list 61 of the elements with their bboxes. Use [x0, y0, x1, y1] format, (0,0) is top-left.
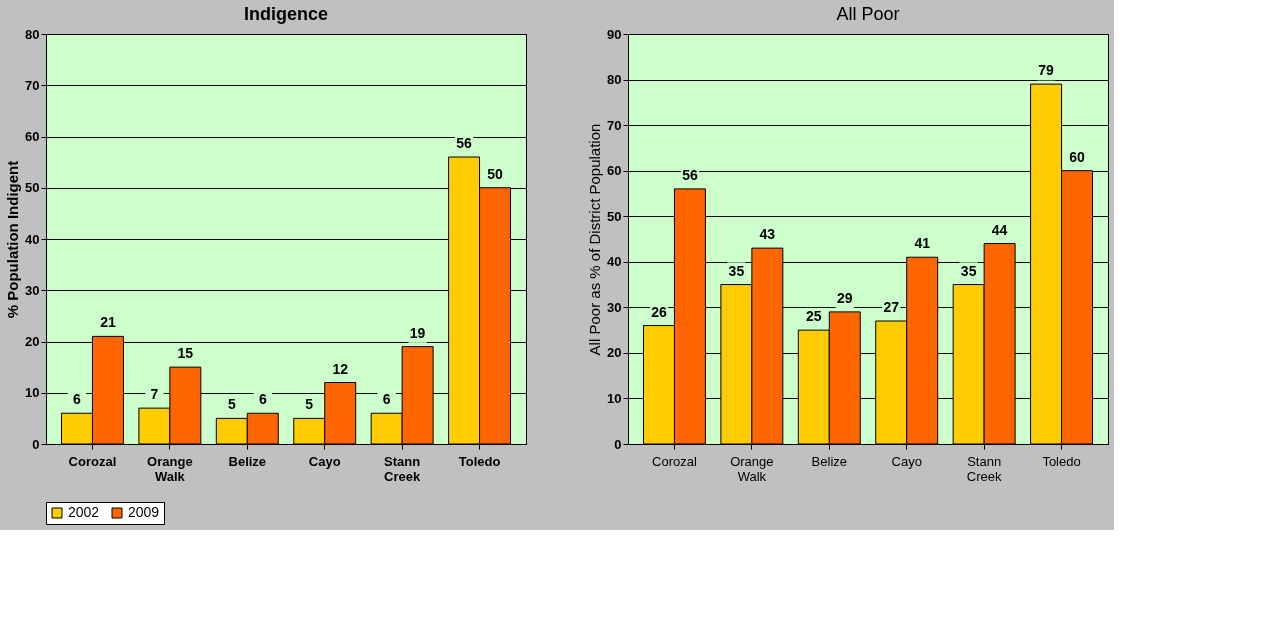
x-tick-label: Orange Walk	[730, 453, 774, 484]
y-tick-label: 70	[25, 77, 40, 93]
y-tick-label: 80	[25, 26, 40, 42]
chart-title: Indigence	[243, 4, 329, 24]
y-tick-label: 50	[607, 208, 622, 224]
data-label: 12	[332, 360, 349, 377]
y-axis-title: % Population Indigent	[4, 160, 22, 319]
data-label: 41	[914, 235, 931, 252]
x-tick-label: Toledo	[458, 453, 501, 469]
x-tick-label: Orange Walk	[147, 453, 193, 484]
data-label: 44	[991, 221, 1008, 238]
y-tick-label: 0	[614, 436, 622, 452]
y-tick-label: 60	[25, 129, 40, 144]
y-tick-label: 20	[25, 334, 40, 349]
y-tick-label: 40	[607, 254, 622, 270]
data-label: 21	[100, 314, 116, 331]
x-tick-label: Belize	[228, 453, 267, 469]
data-label: 50	[487, 165, 504, 182]
y-tick-label: 30	[607, 299, 622, 315]
legend-label: 2002	[68, 504, 100, 520]
x-tick-label: Corozal	[68, 453, 117, 469]
data-label: 6	[258, 391, 267, 408]
x-tick-label: Belize	[811, 453, 847, 469]
data-label: 26	[651, 303, 667, 320]
data-label: 35	[728, 262, 745, 279]
data-label: 6	[73, 391, 82, 408]
chart-title: All Poor	[836, 4, 900, 24]
data-label: 56	[456, 135, 473, 151]
data-label: 25	[806, 308, 822, 325]
data-label: 15	[177, 345, 194, 362]
y-tick-label: 50	[25, 180, 40, 196]
y-tick-label: 60	[607, 163, 622, 179]
data-label: 19	[409, 324, 426, 341]
data-label: 56	[682, 166, 698, 183]
data-label: 6	[382, 391, 391, 408]
y-tick-label: 20	[607, 345, 622, 361]
data-label: 7	[150, 386, 159, 403]
legend-label: 2009	[128, 504, 160, 520]
data-label: 5	[305, 396, 314, 413]
data-label: 60	[1069, 148, 1086, 165]
x-tick-label: Stann Creek	[384, 453, 421, 484]
y-tick-label: 40	[25, 231, 40, 247]
x-tick-label: Stann Creek	[966, 453, 1002, 484]
x-tick-label: Corozal	[652, 453, 697, 469]
y-axis-title: All Poor as % of District Population	[586, 123, 604, 356]
y-tick-label: 10	[607, 390, 622, 406]
y-tick-label: 70	[607, 117, 622, 133]
data-label: 43	[759, 226, 776, 243]
x-tick-label: Cayo	[308, 453, 341, 469]
data-label: 79	[1038, 62, 1055, 79]
y-tick-label: 30	[25, 282, 40, 298]
y-tick-label: 80	[607, 72, 622, 88]
data-label: 35	[960, 262, 977, 279]
y-tick-label: 90	[607, 26, 622, 42]
data-label: 5	[227, 396, 236, 413]
y-tick-label: 0	[32, 436, 40, 452]
data-label: 29	[836, 289, 853, 306]
x-tick-label: Cayo	[891, 453, 922, 469]
y-tick-label: 10	[25, 385, 40, 401]
x-tick-label: Toledo	[1042, 453, 1081, 469]
data-label: 27	[883, 299, 900, 315]
